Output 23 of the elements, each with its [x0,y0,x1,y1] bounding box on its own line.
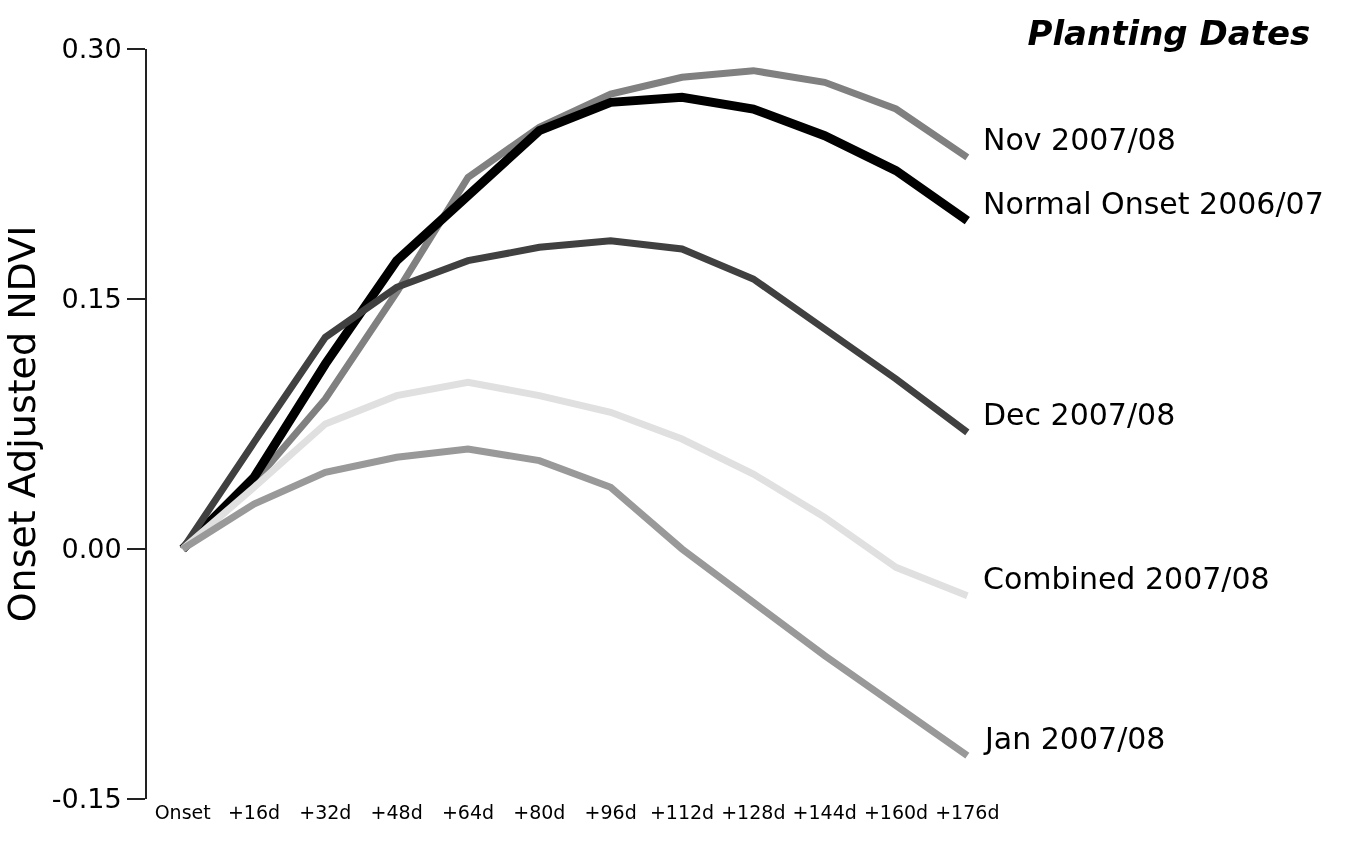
y-tick-label: -0.15 [51,783,122,815]
x-tick-label: +112d [649,801,715,823]
x-tick-label: +32d [299,801,352,823]
y-tick-label: 0.15 [61,283,122,315]
x-tick-label: +160d [863,801,929,823]
y-axis-title: Onset Adjusted NDVI [0,225,44,623]
y-tick-label: 0.30 [61,33,122,65]
x-tick-label: +176d [935,801,1000,823]
series-label: Normal Onset 2006/07 [983,186,1324,221]
text: Planting Dates [1027,12,1311,53]
x-tick-label: +80d [513,801,566,823]
x-tick-label: +16d [227,801,281,823]
series-label: Dec 2007/08 [983,397,1176,432]
x-tick-label: +128d [721,801,786,823]
series-label: Nov 2007/08 [983,122,1176,157]
x-tick-label: +144d [792,801,857,823]
x-tick-label: +96d [584,801,637,823]
x-tick-label: +64d [441,801,495,823]
x-tick-label: +48d [370,801,423,823]
y-tick-label: 0.00 [61,533,122,565]
series-label: Jan 2007/08 [983,721,1166,756]
series-label: Combined 2007/08 [983,561,1270,596]
x-tick-label: Onset [154,801,211,823]
